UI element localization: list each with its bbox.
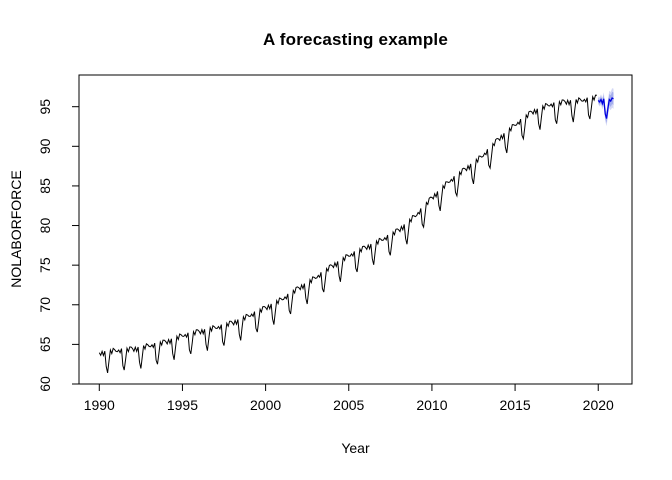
x-tick-label: 2010 — [416, 397, 447, 413]
x-axis-label: Year — [341, 440, 370, 456]
x-tick-label: 2015 — [500, 397, 531, 413]
x-tick-label: 2005 — [333, 397, 364, 413]
x-tick-label: 2020 — [583, 397, 614, 413]
y-tick-label: 75 — [37, 257, 53, 273]
x-tick-label: 1990 — [84, 397, 115, 413]
y-tick-label: 60 — [37, 376, 53, 392]
chart-title: A forecasting example — [263, 30, 448, 49]
plot-border — [78, 74, 633, 385]
forecast-line — [597, 97, 614, 119]
y-tick-label: 65 — [37, 336, 53, 352]
history-line — [98, 94, 597, 374]
confidence-band-95 — [598, 88, 614, 127]
y-tick-label: 90 — [37, 138, 53, 154]
x-tick-label: 2000 — [250, 397, 281, 413]
y-tick-label: 70 — [37, 297, 53, 313]
y-tick-label: 95 — [37, 99, 53, 115]
x-tick-label: 1995 — [167, 397, 198, 413]
y-tick-label: 80 — [37, 218, 53, 234]
y-tick-label: 85 — [37, 178, 53, 194]
